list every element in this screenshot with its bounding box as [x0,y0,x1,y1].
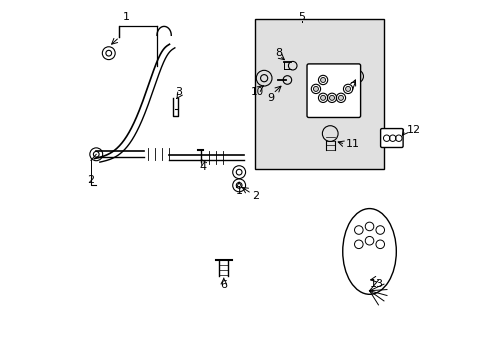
Text: 5: 5 [298,13,305,22]
Circle shape [320,77,325,82]
Text: 8: 8 [274,48,282,58]
Text: 4: 4 [200,162,206,172]
Text: 7: 7 [348,82,354,92]
Text: 6: 6 [220,280,227,291]
Text: 2: 2 [251,191,258,201]
Text: 1: 1 [123,13,130,22]
Ellipse shape [342,208,395,294]
Text: 3: 3 [175,87,182,98]
Text: 1: 1 [235,186,242,196]
Circle shape [345,86,350,91]
Text: 13: 13 [369,279,383,289]
Text: 11: 11 [346,139,360,149]
FancyBboxPatch shape [255,19,383,169]
Circle shape [338,95,343,100]
Text: 2: 2 [87,175,94,185]
Text: 9: 9 [267,93,274,103]
Text: 10: 10 [250,87,263,98]
Circle shape [313,86,318,91]
FancyBboxPatch shape [306,64,360,117]
Text: 12: 12 [406,125,420,135]
Circle shape [329,95,334,100]
FancyBboxPatch shape [380,129,402,148]
Circle shape [320,95,325,100]
